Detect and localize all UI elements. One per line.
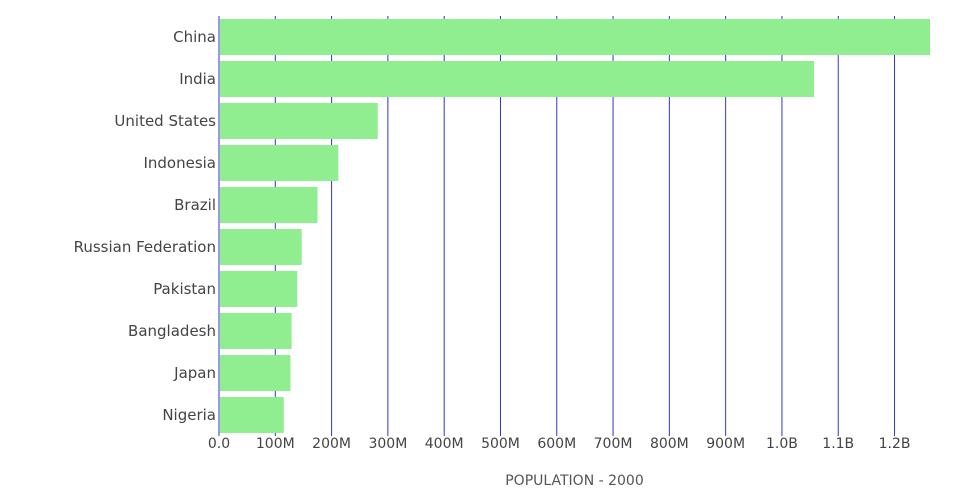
x-tick-label: 200M: [312, 436, 351, 452]
x-tick-label: 100M: [256, 436, 295, 452]
x-tick-label: 500M: [481, 436, 520, 452]
x-tick-label: 1.2B: [879, 436, 911, 452]
category-label: Nigeria: [162, 406, 216, 424]
category-label: Bangladesh: [128, 322, 216, 340]
x-tick-label: 0.0: [208, 436, 230, 452]
x-axis-title: POPULATION - 2000: [505, 473, 644, 489]
bar: [220, 187, 318, 223]
bar: [220, 355, 291, 391]
x-tick-label: 1.1B: [822, 436, 854, 452]
bar: [220, 229, 302, 265]
bar: [220, 61, 815, 97]
category-label: Pakistan: [153, 280, 216, 298]
category-label: Japan: [173, 364, 216, 382]
category-label: China: [173, 28, 216, 46]
bars: [220, 19, 930, 433]
category-label: Indonesia: [143, 154, 216, 172]
bar: [220, 19, 930, 55]
bar: [220, 271, 298, 307]
category-label: Russian Federation: [74, 238, 216, 256]
x-tick-label: 300M: [368, 436, 407, 452]
category-label: United States: [114, 112, 216, 130]
category-labels: China India United States Indonesia Brazil Ru…: [74, 28, 217, 424]
bar: [220, 313, 292, 349]
category-label: Brazil: [174, 196, 216, 214]
x-tick-label: 800M: [650, 436, 689, 452]
x-tick-label: 700M: [594, 436, 633, 452]
bar: [220, 397, 284, 433]
bar: [220, 103, 378, 139]
x-tick-label: 1.0B: [766, 436, 798, 452]
x-tick-labels: 0.0 100M 200M 300M 400M 500M 600M 700M 800M 900M 1…: [208, 436, 911, 452]
x-tick-label: 600M: [537, 436, 576, 452]
category-label: India: [179, 70, 216, 88]
x-tick-label: 400M: [425, 436, 464, 452]
bar: [220, 145, 339, 181]
x-tick-label: 900M: [706, 436, 745, 452]
